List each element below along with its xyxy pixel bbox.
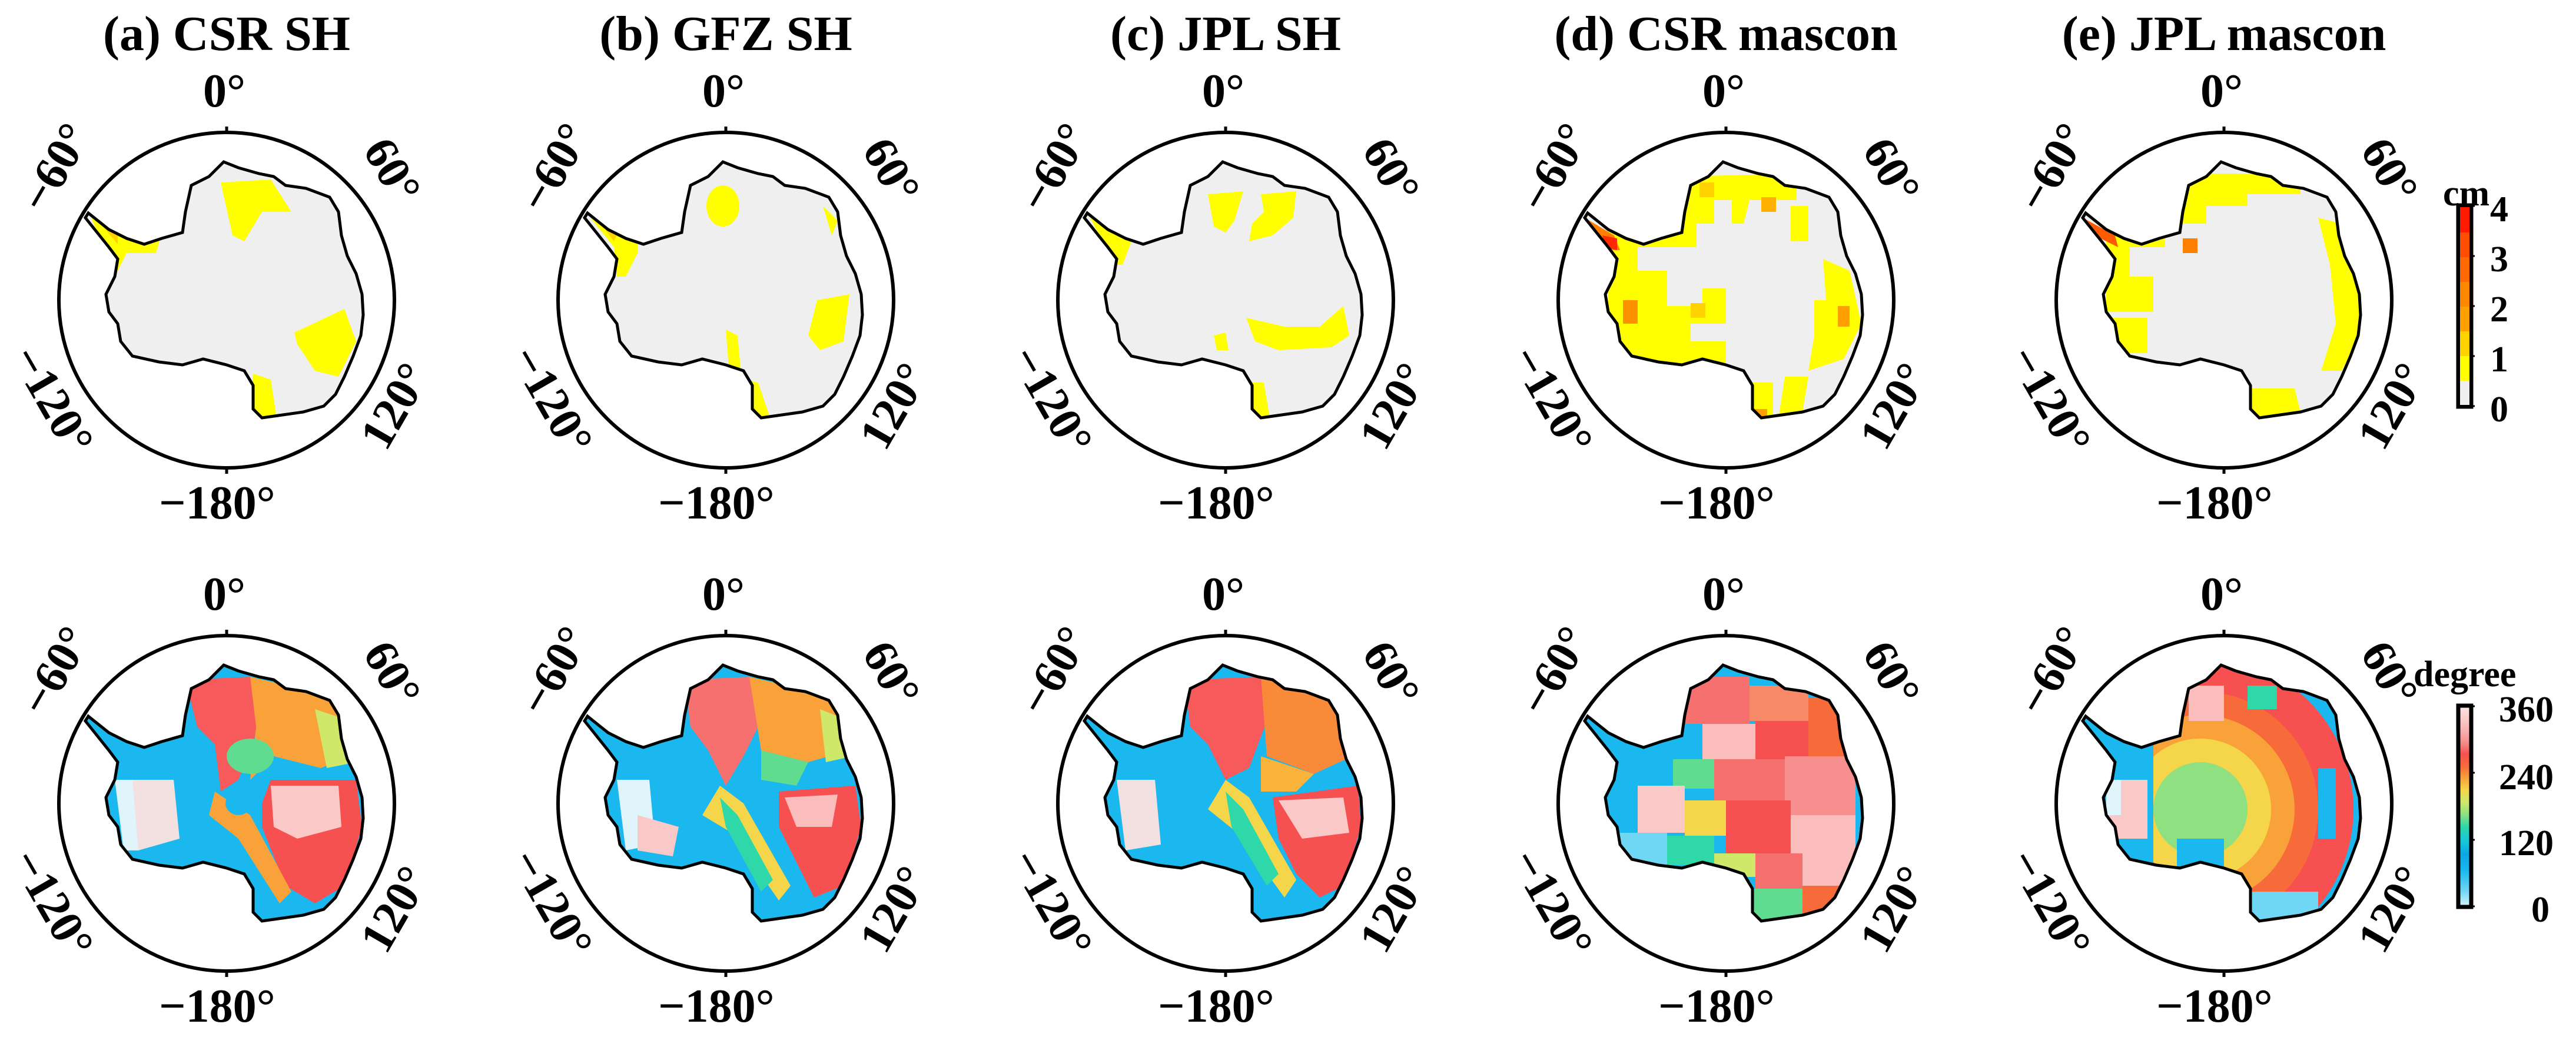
- colorbar-phase-tick-0: 0: [2531, 890, 2550, 930]
- map-phase-e: [2054, 630, 2394, 977]
- lon-label-0: 0°: [1702, 65, 1745, 117]
- lon-label-minus180: −180°: [1158, 980, 1274, 1032]
- lon-label-0: 0°: [1702, 569, 1745, 620]
- colorbar-amplitude-tick-0: 0: [2490, 390, 2508, 430]
- map-amplitude-e: [2054, 127, 2394, 474]
- panel-title-b: (b) GFZ SH: [599, 6, 852, 61]
- lon-label-minus180: −180°: [1658, 980, 1775, 1032]
- panel-title-e: (e) JPL mascon: [2062, 6, 2386, 61]
- colorbar-amplitude-tick-4: 4: [2490, 190, 2508, 230]
- colorbar-amplitude-tick-1: 1: [2490, 340, 2508, 380]
- colorbar-phase-tick-120: 120: [2499, 823, 2554, 863]
- colorbar-phase-unit: degree: [2414, 654, 2517, 694]
- lon-label-minus180: −180°: [159, 980, 275, 1032]
- lon-label-0: 0°: [702, 65, 745, 117]
- colorbar-amplitude-tick-2: 2: [2490, 290, 2508, 330]
- map-amplitude-d: [1556, 127, 1896, 474]
- map-phase-b: [556, 630, 895, 977]
- colorbar-phase-tick-240: 240: [2499, 757, 2554, 797]
- colorbar-phase: [2456, 703, 2475, 909]
- map-phase-d: [1556, 630, 1896, 977]
- panel-title-c: (c) JPL SH: [1110, 6, 1341, 61]
- lon-label-minus180: −180°: [2156, 980, 2273, 1032]
- colorbar-phase-tick-360: 360: [2499, 690, 2554, 730]
- lon-label-0: 0°: [702, 569, 745, 620]
- lon-label-0: 0°: [203, 65, 245, 117]
- map-phase-c: [1056, 630, 1395, 977]
- map-amplitude-b: [556, 127, 895, 474]
- lon-label-minus180: −180°: [159, 477, 275, 529]
- map-amplitude-c: [1056, 127, 1395, 474]
- colorbar-amplitude-tick-3: 3: [2490, 240, 2508, 280]
- lon-label-minus180: −180°: [658, 980, 775, 1032]
- lon-label-minus180: −180°: [1658, 477, 1775, 529]
- lon-label-0: 0°: [2200, 569, 2243, 620]
- map-phase-a: [57, 630, 396, 977]
- colorbar-amplitude: [2456, 203, 2475, 409]
- lon-label-minus180: −180°: [2156, 477, 2273, 529]
- lon-label-0: 0°: [2200, 65, 2243, 117]
- lon-label-minus180: −180°: [658, 477, 775, 529]
- lon-label-0: 0°: [1202, 65, 1244, 117]
- lon-label-0: 0°: [203, 569, 245, 620]
- map-amplitude-a: [57, 127, 396, 474]
- lon-label-0: 0°: [1202, 569, 1244, 620]
- panel-title-d: (d) CSR mascon: [1554, 6, 1898, 61]
- lon-label-minus180: −180°: [1158, 477, 1274, 529]
- panel-title-a: (a) CSR SH: [102, 6, 351, 61]
